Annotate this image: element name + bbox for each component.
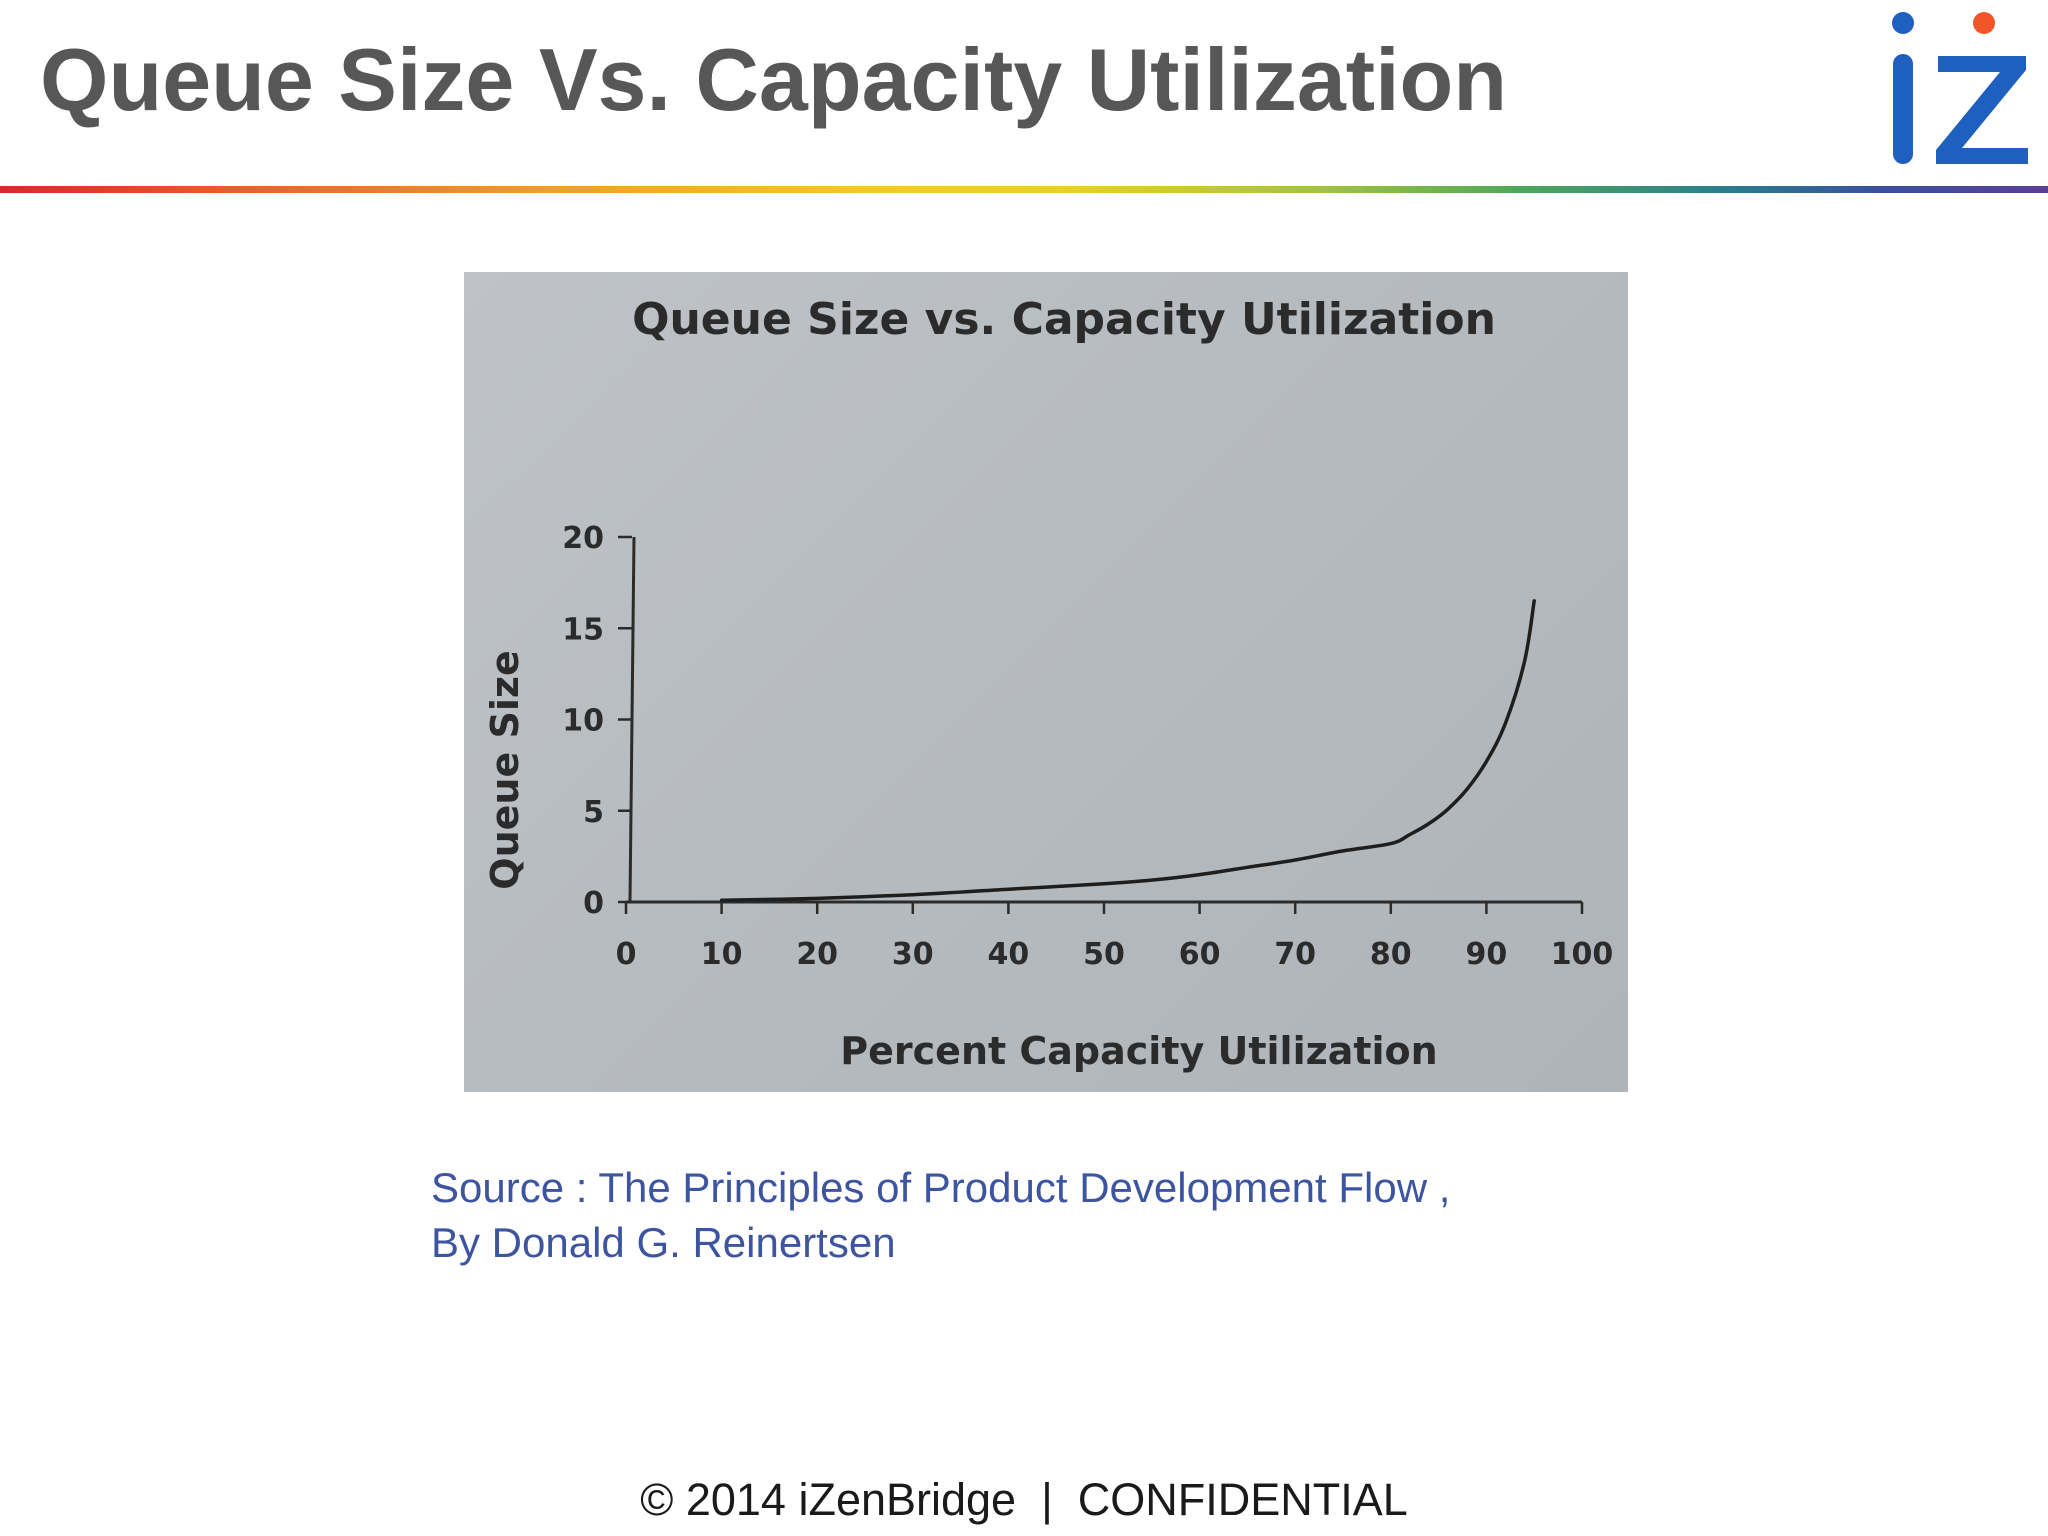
chart-panel: Queue Size vs. Capacity Utilization Perc… [464, 272, 1628, 1092]
x-tick-label: 50 [1083, 937, 1125, 972]
y-tick-label: 15 [562, 612, 604, 647]
x-tick-label: 20 [796, 937, 838, 972]
chart-title: Queue Size vs. Capacity Utilization [632, 294, 1496, 345]
x-tick-label: 80 [1370, 937, 1412, 972]
source-line-2: By Donald G. Reinertsen [431, 1219, 896, 1266]
x-tick-label: 30 [892, 937, 934, 972]
x-tick-label: 70 [1274, 937, 1316, 972]
slide-title: Queue Size Vs. Capacity Utilization [40, 30, 1508, 129]
footer-copyright: © 2014 iZenBridge | CONFIDENTIAL [640, 1474, 1408, 1525]
y-tick-label: 5 [583, 795, 604, 830]
x-tick-label: 90 [1466, 937, 1508, 972]
y-tick-label: 10 [562, 704, 604, 739]
source-line-1: Source : The Principles of Product Devel… [431, 1164, 1451, 1211]
header-divider [0, 186, 2048, 193]
x-tick-label: 100 [1551, 937, 1614, 972]
x-tick-label: 40 [988, 937, 1030, 972]
izenbridge-logo [1892, 12, 2028, 164]
source-citation: Source : The Principles of Product Devel… [431, 1160, 1450, 1270]
x-tick-label: 60 [1179, 937, 1221, 972]
x-tick-label: 0 [616, 937, 637, 972]
queue-size-curve [719, 599, 1536, 902]
queue-size-chart: Queue Size vs. Capacity Utilization Perc… [483, 294, 1614, 1073]
x-tick-label: 10 [701, 937, 743, 972]
x-axis-label: Percent Capacity Utilization [840, 1029, 1437, 1073]
y-axis-label: Queue Size [483, 650, 527, 889]
y-tick-label: 0 [583, 886, 604, 921]
y-tick-label: 20 [562, 521, 604, 556]
